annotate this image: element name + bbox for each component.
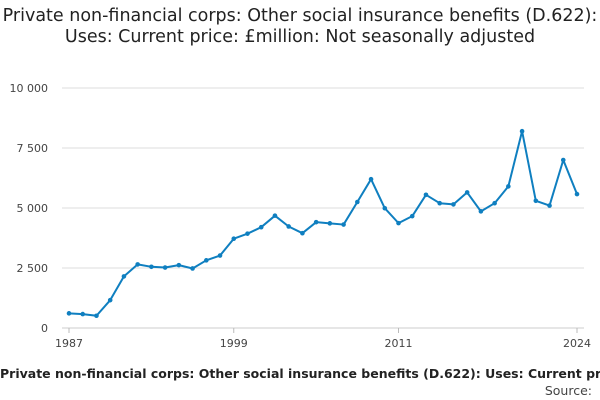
data-point [560,157,566,163]
data-point [451,202,456,207]
data-point [217,253,223,258]
data-point [190,266,195,271]
y-tick-label: 2 500 [17,262,49,275]
data-point [382,205,388,211]
data-point [94,313,99,319]
data-point [519,128,525,134]
data-point [464,190,470,195]
data-point [162,265,168,270]
data-point [478,209,484,214]
gridlines [62,87,584,269]
data-point [533,198,539,204]
x-tick-label: 2011 [385,337,413,350]
y-tick-label: 0 [41,322,48,335]
x-tick-label: 2024 [563,337,591,350]
y-tick-label: 5 000 [17,202,49,215]
y-tick-label: 7 500 [17,142,49,155]
data-point [409,213,415,219]
data-point [231,236,237,242]
data-point [300,230,305,236]
data-point [547,203,552,208]
x-tick-label: 1999 [220,337,248,350]
chart-caption: Private non-financial corps: Other socia… [0,366,600,382]
data-point [176,262,182,268]
series-layer [68,130,578,317]
chart-title: Private non-financial corps: Other socia… [2,6,598,47]
data-point [286,224,291,229]
data-point [135,262,140,267]
axes: 0 2 500 5 000 7 500 10 000 1987 1999 2011 2024 [10,82,592,350]
data-point [313,219,319,225]
data-points [66,128,580,319]
data-point [272,213,278,218]
series-line-0 [68,130,578,317]
data-point [80,311,86,317]
source-label: Source: [544,383,592,398]
data-point [396,220,401,226]
data-point [258,224,264,230]
y-tick-label: 10 000 [10,82,49,95]
data-point [121,274,127,279]
data-point [437,200,443,206]
data-point [245,231,250,236]
data-point [341,222,346,227]
data-point [327,221,333,226]
data-point [506,184,511,189]
data-point [368,176,374,182]
data-point [355,199,360,205]
data-point [204,258,209,263]
data-point [66,311,72,316]
data-point [423,192,429,198]
data-point [149,264,154,270]
data-point [492,200,497,206]
chart-caption-text: Private non-financial corps: Other socia… [0,366,600,381]
data-point [574,191,580,197]
x-tick-label: 1987 [55,337,83,350]
data-point [107,297,113,303]
